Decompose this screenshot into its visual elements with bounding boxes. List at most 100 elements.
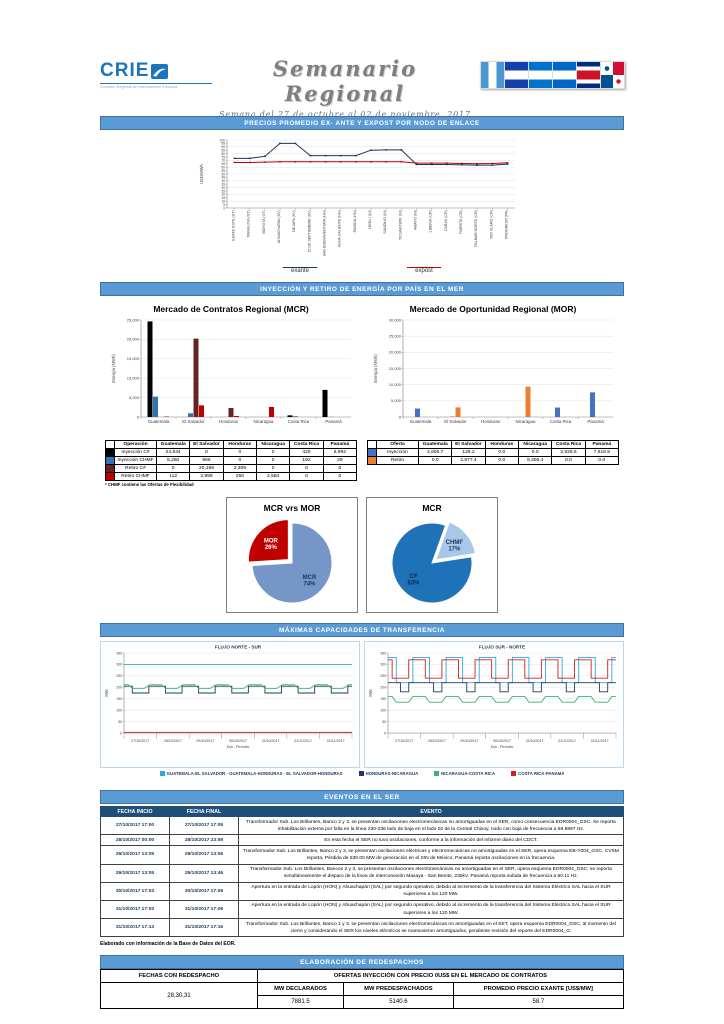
mor-chart-title: Mercado de Oportunidad Regional (MOR) <box>409 304 577 314</box>
svg-text:01/11/2017: 01/11/2017 <box>294 739 312 743</box>
banner-eventos: EVENTOS EN EL SER <box>100 790 624 804</box>
pie-mcr-mor-title: MCR vrs MOR <box>263 503 321 513</box>
banner-precios: PRECIOS PROMEDIO EX- ANTE Y EXPOST POR N… <box>100 116 624 130</box>
event-start: 29/10/2017 13:05 <box>100 863 170 883</box>
event-end: 28/10/2017 23:59 <box>169 834 239 847</box>
event-end: 30/10/2017 17:06 <box>169 881 239 901</box>
svg-text:30/10/2017: 30/10/2017 <box>229 739 247 743</box>
mw-declarados-value: 7881.5 <box>256 995 345 1010</box>
crie-logo-tagline: Comisión Regional de Interconexión Eléct… <box>100 83 212 89</box>
flow-south-north-chart: 0 50 100 150 200 250 300 350 MW FLUJO SUR - NORTE… <box>368 645 617 749</box>
svg-text:5: 5 <box>223 203 225 207</box>
event-row: 29/10/2017 13:05 29/10/2017 13:46 Transf… <box>100 863 624 883</box>
svg-text:0: 0 <box>384 731 386 735</box>
mor-col-header: Honduras <box>484 440 519 449</box>
report-page: CRIE Comisión Regional de Interconexión … <box>100 0 625 1010</box>
table-row: Inyección 2,606.7 129.2 0.0 0.0 2,926.6 … <box>367 448 620 457</box>
events-footnote: Elaborado con información de la Base de … <box>100 941 236 948</box>
svg-text:95: 95 <box>221 142 225 146</box>
svg-text:28/10/2017: 28/10/2017 <box>428 739 446 743</box>
series-swatch <box>105 472 115 481</box>
table-row: Inyección CHMF 5,250 956 0 0 192 29 <box>105 456 358 465</box>
series-swatch <box>367 456 377 465</box>
crie-logo-text: CRIE <box>100 60 150 81</box>
svg-text:USD/MWh: USD/MWh <box>199 163 204 183</box>
svg-text:0: 0 <box>399 414 402 419</box>
redespachos-fechas-header: FECHAS CON REDESPACHO <box>100 969 258 984</box>
flag-honduras-icon <box>528 61 553 89</box>
svg-text:65: 65 <box>221 162 225 166</box>
events-col-fecha-inicio: FECHA INICIO <box>100 806 170 817</box>
svg-text:5,000: 5,000 <box>129 395 140 400</box>
mcr-chart-title: Mercado de Contratos Regional (MCR) <box>153 304 309 314</box>
svg-text:200: 200 <box>380 686 386 690</box>
table-row: Retiro C# 0 20,199 2,309 0 0 0 <box>105 464 358 473</box>
legend-item: GUATEMALA-EL SALVADOR - GUATEMALA-HONDUR… <box>159 771 343 776</box>
event-end: 29/10/2017 13:06 <box>169 845 239 865</box>
flag-nicaragua-icon <box>552 61 577 89</box>
svg-text:15,000: 15,000 <box>389 366 402 371</box>
redespachos-sub-header: PROMEDIO PRECIO EXANTE [US$/MW] <box>452 982 625 997</box>
svg-text:150: 150 <box>116 697 122 701</box>
svg-text:MW: MW <box>104 689 109 696</box>
svg-text:MW: MW <box>368 689 373 696</box>
svg-text:02/11/2017: 02/11/2017 <box>591 739 609 743</box>
svg-text:25,000: 25,000 <box>389 333 402 338</box>
series-label: Inyección C# <box>114 448 157 457</box>
events-col-fecha-final: FECHA FINAL <box>169 806 239 817</box>
mcr-col-header: Honduras <box>222 440 257 449</box>
event-row: 27/10/2017 17:00 27/10/2017 17:05 Transf… <box>100 815 624 836</box>
legend-item: COSTA RICA-PANAMÁ <box>511 771 564 776</box>
flow-north-south-chart: 0 50 100 150 200 250 300 350 MW FLUJO NORTE - SUR… <box>104 645 353 749</box>
svg-text:90: 90 <box>221 145 225 149</box>
svg-text:20,000: 20,000 <box>127 337 140 342</box>
svg-text:Costa Rica: Costa Rica <box>288 419 310 424</box>
svg-text:MCR: MCR <box>303 575 317 581</box>
redespachos-sub-header: MW PREDESPACHADOS <box>343 982 454 997</box>
svg-text:02/11/2017: 02/11/2017 <box>327 739 345 743</box>
event-start: 29/10/2017 13:05 <box>100 845 170 865</box>
mcr-col-header: Guatemala <box>155 440 191 449</box>
svg-text:83%: 83% <box>407 580 420 586</box>
svg-text:Panamá: Panamá <box>325 419 342 424</box>
svg-text:Energía (MWh): Energía (MWh) <box>373 354 378 383</box>
event-row: 28/10/2017 00:00 28/10/2017 23:59 En est… <box>100 834 624 847</box>
mor-panel: Mercado de Oportunidad Regional (MOR) 0 5… <box>362 300 624 487</box>
flow-north-south-panel: 0 50 100 150 200 250 300 350 MW FLUJO NORTE - SUR… <box>100 641 360 768</box>
event-start: 27/10/2017 17:00 <box>100 815 170 836</box>
svg-text:29/10/2017: 29/10/2017 <box>196 739 214 743</box>
svg-text:Honduras: Honduras <box>219 419 239 424</box>
svg-text:AMAYO (NI): AMAYO (NI) <box>413 210 417 230</box>
country-flags <box>478 56 625 89</box>
report-header: CRIE Comisión Regional de Interconexión … <box>100 56 625 119</box>
series-swatch <box>105 456 115 465</box>
table-row: Inyección C# 24,634 0 0 0 425 6,992 <box>105 448 358 457</box>
series-swatch <box>105 464 115 473</box>
svg-text:70: 70 <box>221 159 225 163</box>
svg-text:AGUA CALIENTE (HN): AGUA CALIENTE (HN) <box>338 210 342 247</box>
svg-text:Nicaragua: Nicaragua <box>515 419 536 424</box>
svg-text:Día - Período: Día - Período <box>491 745 514 749</box>
svg-text:LIBERIA (CR): LIBERIA (CR) <box>429 210 433 232</box>
event-end: 31/10/2017 17:06 <box>169 899 239 920</box>
flag-el-salvador-icon <box>504 61 529 89</box>
svg-text:100: 100 <box>220 138 226 142</box>
mcr-col-header: El Salvador <box>189 440 224 449</box>
svg-text:20: 20 <box>221 193 225 197</box>
svg-text:25,000: 25,000 <box>127 317 140 322</box>
pie-mcr-title: MCR <box>422 503 442 513</box>
event-description: Transformador Sub. Los Brillantes, Banco… <box>238 918 624 938</box>
promedio-precio-value: 58.7 <box>452 995 625 1010</box>
mor-col-header: Guatemala <box>417 440 453 449</box>
svg-text:Guatemala: Guatemala <box>410 419 432 424</box>
svg-text:GUATE ESTE (GT): GUATE ESTE (GT) <box>232 210 236 241</box>
mor-swatch-header <box>367 440 377 449</box>
svg-text:Costa Rica: Costa Rica <box>550 419 572 424</box>
flag-costa-rica-icon <box>576 61 601 89</box>
svg-text:15 DE SEPTIEMBRE (SV): 15 DE SEPTIEMBRE (SV) <box>307 210 311 252</box>
svg-text:15,000: 15,000 <box>127 356 140 361</box>
mor-col-header: Costa Rica <box>551 440 586 449</box>
event-start: 28/10/2017 00:00 <box>100 834 170 847</box>
mor-col-header: El Salvador <box>451 440 486 449</box>
svg-text:Guatemala: Guatemala <box>148 419 170 424</box>
